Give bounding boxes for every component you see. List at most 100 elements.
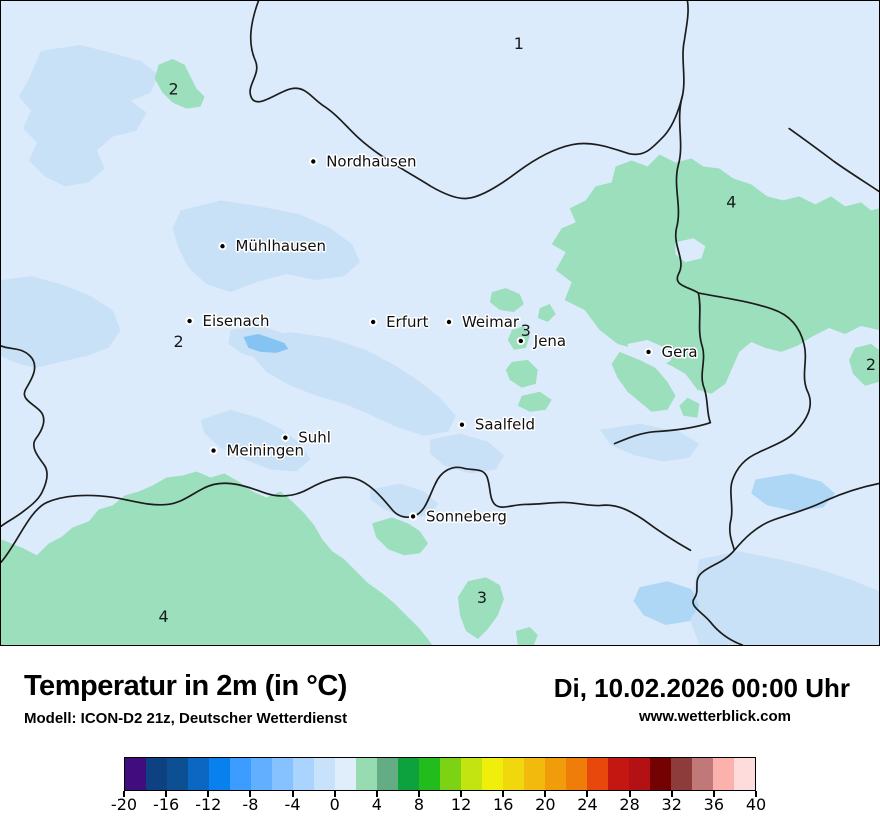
border-top-right <box>788 127 879 193</box>
city-dot <box>457 420 467 429</box>
colorbar-segment <box>650 758 671 790</box>
border-gera-south <box>613 292 712 445</box>
region-temp-label: 2 <box>169 80 179 99</box>
city-dot <box>368 317 378 327</box>
colorbar-segment <box>524 758 545 790</box>
region-temp-label: 3 <box>477 588 487 607</box>
colorbar-segment <box>440 758 461 790</box>
city-label: Nordhausen <box>326 152 416 170</box>
region-temp-label: 4 <box>726 192 736 211</box>
city-dot <box>516 336 526 346</box>
city-label: Meiningen <box>226 442 303 460</box>
city-label: Suhl <box>298 429 331 447</box>
city-marker-sonneberg: Sonneberg <box>408 506 508 527</box>
colorbar-tick-label: 40 <box>745 795 767 814</box>
colorbar-tick <box>502 791 505 797</box>
colorbar-segment <box>503 758 524 790</box>
city-marker-suhl: Suhl <box>281 427 332 448</box>
colorbar-tick-label: 0 <box>329 795 340 814</box>
city-label: Erfurt <box>386 313 428 331</box>
region-temp-label: 2 <box>866 355 876 374</box>
colorbar-segment <box>251 758 272 790</box>
border-north <box>249 1 689 200</box>
colorbar-segment <box>608 758 629 790</box>
colorbar-tick <box>291 791 294 797</box>
colorbar-segment <box>671 758 692 790</box>
city-dot <box>644 347 653 357</box>
colorbar-segment <box>713 758 734 790</box>
model-info: Modell: ICON-D2 21z, Deutscher Wetterdie… <box>24 710 348 727</box>
colorbar-tick <box>417 791 420 797</box>
city-dot <box>218 242 227 251</box>
region-temp-label: 4 <box>159 607 169 626</box>
city-marker-gera: Gera <box>644 341 699 362</box>
colorbar-segment <box>293 758 314 790</box>
city-marker-meiningen: Meiningen <box>209 440 305 461</box>
cool-patches <box>1 44 879 645</box>
city-marker-mhlhausen: Mühlhausen <box>218 236 328 257</box>
colorbar-tick <box>123 791 125 797</box>
colorbar-segment <box>482 758 503 790</box>
colorbar-tick-label: 4 <box>371 795 382 814</box>
colorbar-tick <box>333 791 336 797</box>
colorbar-tick <box>249 791 252 797</box>
colorbar-segment <box>461 758 482 790</box>
colorbar-segment <box>398 758 419 790</box>
colorbar-segment <box>335 758 356 790</box>
colorbar-segment <box>377 758 398 790</box>
city-marker-eisenach: Eisenach <box>185 311 271 331</box>
colorbar-tick <box>544 791 547 797</box>
border-west <box>1 345 48 528</box>
city-dot <box>185 316 194 326</box>
colorbar-segment <box>314 758 335 790</box>
colorbar-tick <box>207 791 210 797</box>
city-label: Gera <box>661 343 697 361</box>
city-label: Jena <box>533 332 566 350</box>
city-dot <box>408 512 418 521</box>
city-label: Eisenach <box>203 312 270 330</box>
city-marker-erfurt: Erfurt <box>368 311 430 332</box>
colorbar-tick <box>460 791 463 797</box>
website-url: www.wetterblick.com <box>639 708 791 725</box>
mild-green-areas <box>1 58 879 645</box>
colorbar-tick-label: 24 <box>577 795 598 814</box>
region-temp-label: 2 <box>174 332 184 351</box>
colorbar-segment <box>125 758 146 790</box>
city-label: Weimar <box>462 313 520 331</box>
city-dot <box>444 317 454 327</box>
colorbar-tick-label: 32 <box>661 795 682 814</box>
city-marker-saalfeld: Saalfeld <box>457 414 536 435</box>
colorbar-tick-label: -16 <box>153 795 180 814</box>
colorbar-tick-label: 20 <box>535 795 556 814</box>
colorbar-segment <box>167 758 188 790</box>
colorbar-segment <box>734 758 755 790</box>
colorbar-tick <box>712 791 715 797</box>
map-title: Temperatur in 2m (in °C) <box>24 670 347 702</box>
city-marker-weimar: Weimar <box>444 311 521 332</box>
colorbar-segment <box>419 758 440 790</box>
temperature-colorbar <box>124 757 756 791</box>
colorbar-tick-label: -12 <box>195 795 222 814</box>
colorbar-segment <box>356 758 377 790</box>
city-marker-nordhausen: Nordhausen <box>309 151 418 172</box>
colorbar-segment <box>209 758 230 790</box>
city-label: Sonneberg <box>426 507 507 525</box>
colorbar-tick-label: -8 <box>242 795 259 814</box>
valid-datetime: Di, 10.02.2026 00:00 Uhr <box>553 673 850 703</box>
colorbar-tick-label: 36 <box>703 795 725 814</box>
border-east-vertical <box>674 94 700 294</box>
map-frame: Nordhausen Mühlhausen Eisenach Erfurt Weimar… <box>0 0 880 646</box>
city-label: Mühlhausen <box>235 237 326 255</box>
colorbar-segment <box>545 758 566 790</box>
colorbar-segment <box>587 758 608 790</box>
colorbar-tick-label: -20 <box>110 795 138 814</box>
colorbar-tick <box>628 791 631 797</box>
city-marker-jena: Jena <box>516 330 568 351</box>
colorbar-tick-label: 28 <box>619 795 640 814</box>
temperature-map: Nordhausen Mühlhausen Eisenach Erfurt Weimar… <box>1 1 879 645</box>
city-dot <box>281 433 290 442</box>
colorbar-segment <box>188 758 209 790</box>
colorbar-tick-label: 12 <box>450 795 472 814</box>
colorbar-tick-label: -4 <box>284 795 301 814</box>
